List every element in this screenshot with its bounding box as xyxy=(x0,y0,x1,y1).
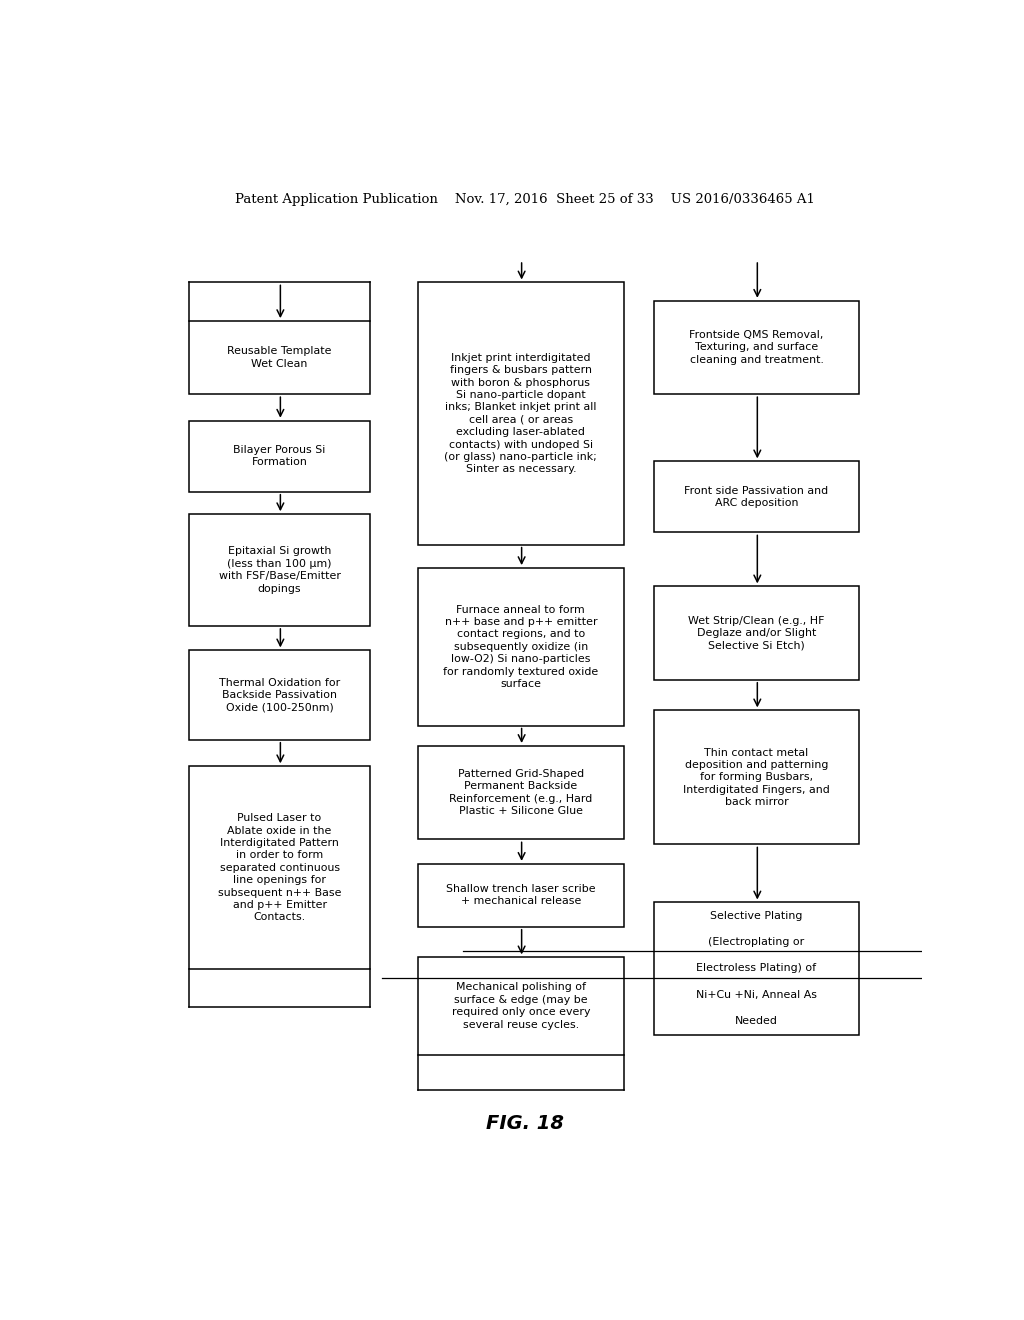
Text: Electroless Plating) of: Electroless Plating) of xyxy=(696,964,816,973)
FancyBboxPatch shape xyxy=(418,957,624,1055)
FancyBboxPatch shape xyxy=(654,461,859,532)
FancyBboxPatch shape xyxy=(189,321,370,395)
Text: Patent Application Publication    Nov. 17, 2016  Sheet 25 of 33    US 2016/03364: Patent Application Publication Nov. 17, … xyxy=(234,193,815,206)
Text: Wet Strip/Clean (e.g., HF
Deglaze and/or Slight
Selective Si Etch): Wet Strip/Clean (e.g., HF Deglaze and/or… xyxy=(688,615,824,651)
FancyBboxPatch shape xyxy=(189,766,370,969)
Text: Pulsed Laser to
Ablate oxide in the
Interdigitated Pattern
in order to form
sepa: Pulsed Laser to Ablate oxide in the Inte… xyxy=(218,813,341,923)
Text: FIG. 18: FIG. 18 xyxy=(485,1114,564,1134)
Text: Inkjet print interdigitated
fingers & busbars pattern
with boron & phosphorus
Si: Inkjet print interdigitated fingers & bu… xyxy=(444,352,597,474)
Text: Reusable Template
Wet Clean: Reusable Template Wet Clean xyxy=(227,346,332,368)
FancyBboxPatch shape xyxy=(418,282,624,545)
Text: Patterned Grid-Shaped
Permanent Backside
Reinforcement (e.g., Hard
Plastic + Sil: Patterned Grid-Shaped Permanent Backside… xyxy=(450,770,593,816)
FancyBboxPatch shape xyxy=(418,746,624,840)
FancyBboxPatch shape xyxy=(189,421,370,492)
FancyBboxPatch shape xyxy=(654,710,859,845)
Text: Thin contact metal
deposition and patterning
for forming Busbars,
Interdigitated: Thin contact metal deposition and patter… xyxy=(683,747,829,808)
FancyBboxPatch shape xyxy=(189,515,370,626)
Text: Thermal Oxidation for
Backside Passivation
Oxide (100-250nm): Thermal Oxidation for Backside Passivati… xyxy=(219,677,340,713)
FancyBboxPatch shape xyxy=(654,586,859,680)
FancyBboxPatch shape xyxy=(654,903,859,1035)
Text: Mechanical polishing of
surface & edge (may be
required only once every
several : Mechanical polishing of surface & edge (… xyxy=(452,982,590,1030)
Text: Bilayer Porous Si
Formation: Bilayer Porous Si Formation xyxy=(233,445,326,467)
FancyBboxPatch shape xyxy=(418,568,624,726)
FancyBboxPatch shape xyxy=(189,651,370,739)
Text: Selective Plating: Selective Plating xyxy=(711,911,803,920)
Text: Furnace anneal to form
n++ base and p++ emitter
contact regions, and to
subseque: Furnace anneal to form n++ base and p++ … xyxy=(443,605,598,689)
Text: Ni+Cu +Ni, Anneal As: Ni+Cu +Ni, Anneal As xyxy=(696,990,817,999)
FancyBboxPatch shape xyxy=(418,863,624,927)
Text: Shallow trench laser scribe
+ mechanical release: Shallow trench laser scribe + mechanical… xyxy=(446,884,596,907)
Text: Frontside QMS Removal,
Texturing, and surface
cleaning and treatment.: Frontside QMS Removal, Texturing, and su… xyxy=(689,330,823,364)
FancyBboxPatch shape xyxy=(654,301,859,395)
Text: Needed: Needed xyxy=(735,1016,778,1027)
Text: Epitaxial Si growth
(less than 100 μm)
with FSF/Base/Emitter
dopings: Epitaxial Si growth (less than 100 μm) w… xyxy=(218,546,341,594)
Text: Front side Passivation and
ARC deposition: Front side Passivation and ARC depositio… xyxy=(684,486,828,508)
Text: (Electroplating or: (Electroplating or xyxy=(709,937,805,946)
